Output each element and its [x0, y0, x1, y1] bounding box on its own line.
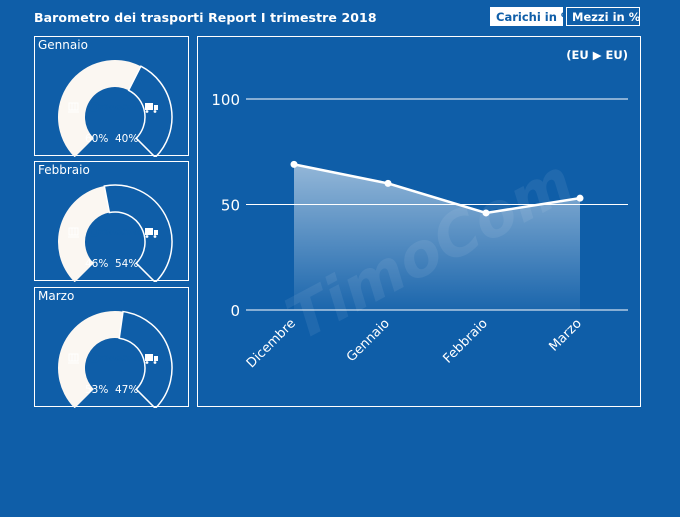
route-label: (EU ▶ EU) — [566, 48, 628, 62]
svg-text:TimoCom: TimoCom — [99, 103, 141, 112]
gauge-loads-percent: 46% — [85, 258, 109, 270]
gauge-month-label: Marzo — [38, 289, 75, 303]
line-chart-panel: (EU ▶ EU) TimoCom100500DicembreGennaioFe… — [197, 36, 641, 407]
data-point — [576, 194, 584, 202]
y-tick-label: 50 — [221, 197, 240, 215]
gauge-loads-percent: 60% — [85, 133, 109, 145]
gauge-vehicles-segment — [118, 310, 173, 408]
gauge-loads-segment — [58, 60, 141, 157]
pallet-icon — [68, 353, 79, 364]
x-tick-label: Febbraio — [441, 316, 491, 366]
truck-icon — [145, 103, 158, 113]
gauge-vehicles-percent: 54% — [115, 258, 139, 270]
truck-icon — [145, 354, 158, 364]
gauge-vehicles-percent: 40% — [115, 133, 139, 145]
page-title: Barometro dei trasporti Report I trimest… — [34, 10, 377, 25]
y-tick-label: 0 — [230, 302, 240, 320]
timocom-logo: TimoCom — [89, 353, 141, 363]
gauge-month-label: Febbraio — [38, 163, 90, 177]
gauge-month-label: Gennaio — [38, 38, 88, 52]
gauge-loads-segment — [58, 186, 110, 282]
timocom-logo: TimoCom — [89, 102, 141, 112]
gauge-loads-percent: 53% — [85, 384, 109, 396]
svg-text:TimoCom: TimoCom — [99, 354, 141, 363]
gauge-panel-march: TimoCom Marzo 53% 47% — [34, 287, 189, 408]
area-fill — [294, 164, 580, 310]
gauge-panel-january: TimoCom Gennaio 60% 40% — [34, 36, 189, 157]
svg-text:TimoCom: TimoCom — [99, 228, 141, 237]
line-chart: TimoCom100500DicembreGennaioFebbraioMarz… — [211, 91, 628, 371]
pallet-icon — [68, 102, 79, 113]
data-point — [384, 179, 392, 187]
tab-vehicles-percent[interactable]: Mezzi in % — [566, 7, 640, 26]
data-point — [290, 160, 298, 168]
data-point — [482, 209, 490, 217]
pallet-icon — [68, 227, 79, 238]
gauge-loads-segment — [58, 311, 124, 408]
tab-loads-percent[interactable]: Carichi in % — [490, 7, 572, 26]
truck-icon — [145, 228, 158, 238]
gauge-vehicles-percent: 47% — [115, 384, 139, 396]
gauge-vehicles-segment — [103, 184, 173, 282]
x-tick-label: Dicembre — [244, 316, 299, 371]
gauge-panel-february: TimoCom Febbraio 46% 54% — [34, 161, 189, 282]
series-line — [293, 163, 581, 215]
y-tick-label: 100 — [211, 91, 240, 109]
x-tick-label: Marzo — [546, 316, 584, 354]
timocom-logo: TimoCom — [89, 227, 141, 237]
gauge-vehicles-segment — [127, 65, 173, 157]
